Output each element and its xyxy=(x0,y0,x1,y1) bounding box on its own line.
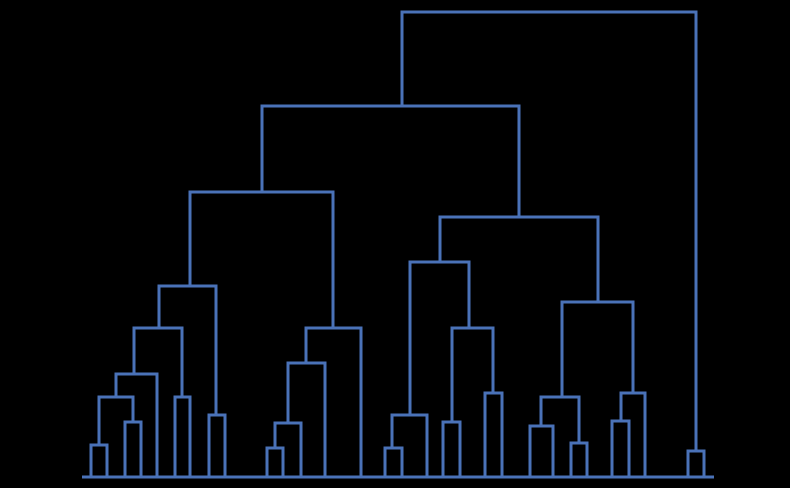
dendrogram-link-28 xyxy=(686,449,706,479)
dendrogram-link-12 xyxy=(304,326,363,479)
dendrogram-link-16 xyxy=(441,420,462,479)
dendrogram-link-23 xyxy=(610,419,631,479)
dendrogram-link-13 xyxy=(188,190,335,330)
dendrogram-link-27 xyxy=(260,104,521,219)
dendrogram-link-9 xyxy=(265,446,285,479)
dendrogram-link-10 xyxy=(273,421,303,479)
dendrogram-link-8 xyxy=(157,284,218,417)
dendrogram-link-18 xyxy=(450,326,495,424)
dendrogram-links xyxy=(89,10,706,479)
dendrogram-link-17 xyxy=(483,391,504,479)
dendrogram-link-11 xyxy=(286,361,327,479)
dendrogram-link-25 xyxy=(560,300,635,399)
dendrogram-link-29 xyxy=(400,10,698,453)
dendrogram-link-5 xyxy=(114,372,159,479)
dendrogram-link-1 xyxy=(89,443,109,479)
dendrogram-link-26 xyxy=(438,215,600,304)
dendrogram-link-19 xyxy=(408,260,471,417)
dendrogram-link-21 xyxy=(569,441,589,479)
dendrogram-link-2 xyxy=(123,420,143,479)
dendrogram-link-14 xyxy=(383,446,404,479)
dendrogram-link-22 xyxy=(539,395,581,445)
dendrogram-link-15 xyxy=(390,413,429,479)
dendrogram-link-4 xyxy=(173,395,192,479)
dendrogram-link-24 xyxy=(619,391,647,479)
dendrogram-link-20 xyxy=(528,424,555,479)
dendrogram-link-6 xyxy=(207,413,227,479)
